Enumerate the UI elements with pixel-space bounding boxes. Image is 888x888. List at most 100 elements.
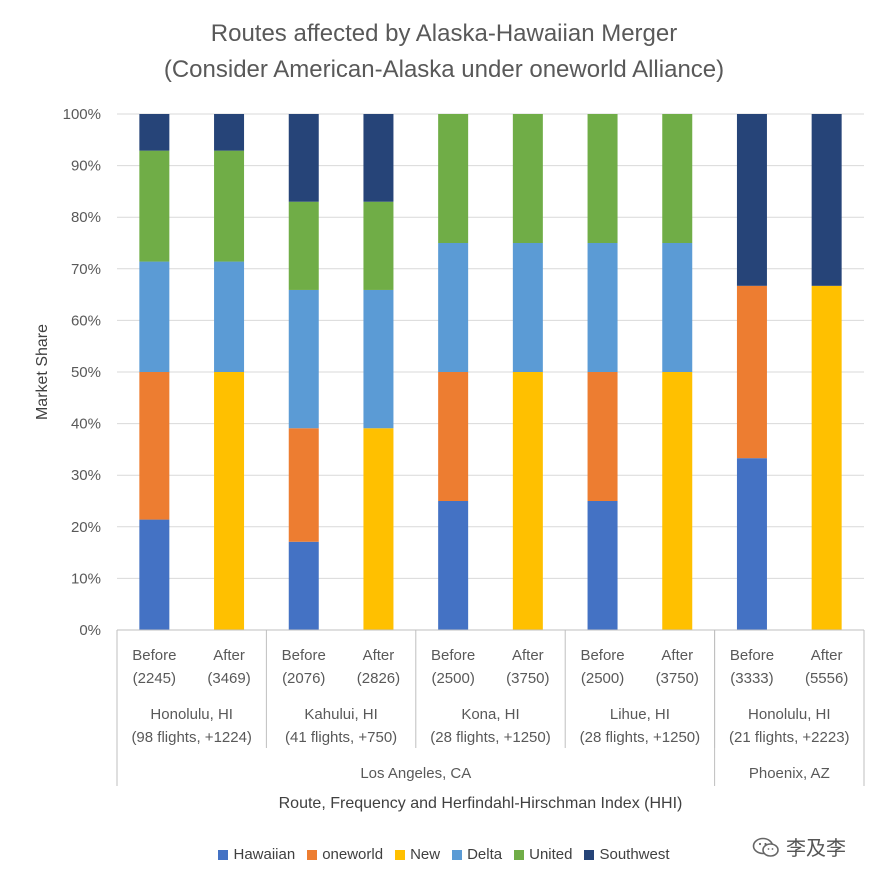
y-tick-label: 50% (71, 364, 101, 381)
x-tick-label: After (363, 647, 395, 664)
x-tick-label: (3750) (506, 670, 549, 687)
route-frequency-label: (98 flights, +1224) (131, 729, 252, 746)
bar-segment-delta (662, 243, 693, 372)
route-label: Honolulu, HI (748, 706, 831, 723)
x-tick-label: (3750) (656, 670, 699, 687)
y-tick-label: 60% (71, 312, 101, 329)
y-tick-label: 0% (79, 622, 101, 639)
legend-swatch (395, 849, 406, 860)
watermark: 李及李 (752, 832, 846, 861)
bar-segment-southwest (736, 114, 767, 286)
origin-label: Phoenix, AZ (749, 765, 830, 782)
x-tick-label: (5556) (805, 670, 848, 687)
route-label: Kahului, HI (304, 706, 377, 723)
legend-label: Southwest (599, 846, 670, 863)
x-tick-label: (2245) (133, 670, 176, 687)
bar-segment-united (587, 114, 618, 243)
route-label: Kona, HI (461, 706, 519, 723)
x-axis-label: Route, Frequency and Herfindahl-Hirschma… (279, 795, 683, 812)
x-tick-label: (3333) (730, 670, 773, 687)
legend-label: United (529, 846, 573, 863)
bar-segment-hawaiian (288, 541, 319, 630)
legend-label: oneworld (322, 846, 384, 863)
bar-segment-delta (512, 243, 543, 372)
legend-item-united: United (514, 846, 572, 863)
chart-title-line-1: Routes affected by Alaska-Hawaiian Merge… (210, 20, 678, 47)
y-tick-label: 70% (71, 261, 101, 278)
bar-segment-united (214, 150, 245, 262)
bar-segment-united (438, 114, 469, 243)
bar-segment-oneworld (587, 372, 618, 501)
route-frequency-label: (28 flights, +1250) (580, 729, 701, 746)
bar-segment-oneworld (139, 372, 170, 520)
y-tick-label: 80% (71, 209, 101, 226)
bar-segment-southwest (288, 114, 319, 202)
bar-segment-united (139, 150, 170, 262)
bar-segment-hawaiian (736, 458, 767, 630)
wechat-icon (752, 837, 779, 857)
x-tick-label: Before (730, 647, 774, 664)
bar-segment-oneworld (438, 372, 469, 501)
y-tick-label: 10% (71, 570, 101, 587)
legend-swatch (307, 849, 318, 860)
bar-segment-oneworld (288, 428, 319, 542)
bar-segment-oneworld (736, 285, 767, 459)
legend-label: New (410, 846, 441, 863)
x-tick-label: (2076) (282, 670, 325, 687)
legend-swatch (218, 849, 229, 860)
bar-segment-southwest (811, 114, 842, 286)
route-label: Honolulu, HI (150, 706, 233, 723)
bar-segment-southwest (139, 114, 170, 151)
y-tick-label: 100% (63, 106, 101, 123)
legend: Hawaiian oneworld New Delta United Southwest (0, 846, 888, 863)
bar-segment-new (811, 285, 842, 630)
bar-segment-delta (139, 261, 170, 372)
x-tick-label: (2500) (431, 670, 474, 687)
x-tick-label: (2500) (581, 670, 624, 687)
bar-segment-united (512, 114, 543, 243)
y-axis-label: Market Share (34, 324, 51, 420)
legend-swatch (584, 849, 595, 860)
x-tick-label: (2826) (357, 670, 400, 687)
x-tick-label: (3469) (207, 670, 250, 687)
route-frequency-label: (41 flights, +750) (285, 729, 397, 746)
legend-item-delta: Delta (452, 846, 502, 863)
bar-segment-new (214, 372, 245, 630)
legend-swatch (452, 849, 463, 860)
route-frequency-label: (21 flights, +2223) (729, 729, 850, 746)
legend-label: Delta (467, 846, 503, 863)
legend-swatch (514, 849, 525, 860)
x-tick-label: Before (431, 647, 475, 664)
bar-segment-united (363, 201, 394, 290)
legend-item-oneworld: oneworld (307, 846, 383, 863)
bar-segment-southwest (214, 114, 245, 151)
chart-title-line-2: (Consider American-Alaska under oneworld… (163, 56, 725, 83)
bar-segment-new (662, 372, 693, 630)
bar-segment-hawaiian (438, 501, 469, 630)
bar-segment-delta (363, 289, 394, 429)
bar-segment-united (288, 201, 319, 290)
bar-segment-delta (214, 261, 245, 372)
bar-segment-new (363, 428, 394, 630)
x-tick-label: After (661, 647, 693, 664)
x-tick-label: Before (580, 647, 624, 664)
bar-segment-delta (587, 243, 618, 372)
bar-segment-delta (288, 289, 319, 429)
legend-item-hawaiian: Hawaiian (218, 846, 295, 863)
y-tick-label: 40% (71, 416, 101, 433)
y-tick-label: 30% (71, 467, 101, 484)
bar-segment-delta (438, 243, 469, 372)
watermark-text: 李及李 (786, 838, 846, 860)
route-frequency-label: (28 flights, +1250) (430, 729, 551, 746)
y-tick-label: 20% (71, 519, 101, 536)
x-tick-label: Before (132, 647, 176, 664)
x-tick-label: After (512, 647, 544, 664)
legend-label: Hawaiian (233, 846, 296, 863)
x-tick-label: After (811, 647, 843, 664)
legend-item-southwest: Southwest (584, 846, 670, 863)
x-tick-label: Before (282, 647, 326, 664)
legend-item-new: New (395, 846, 440, 863)
bar-segment-united (662, 114, 693, 243)
x-tick-label: After (213, 647, 245, 664)
